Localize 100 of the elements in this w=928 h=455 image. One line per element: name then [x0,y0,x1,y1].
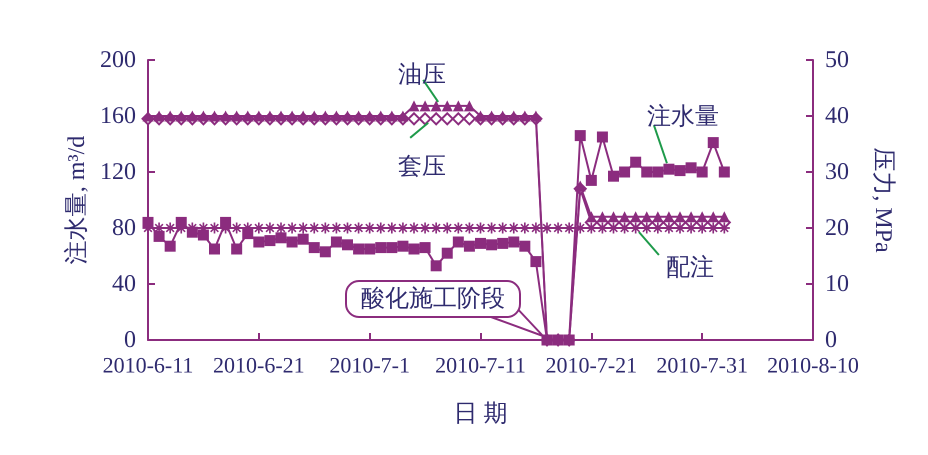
point [630,156,642,168]
point [586,174,597,186]
point [663,211,674,222]
point [397,240,408,252]
x-tick-label: 2010-8-10 [767,352,859,378]
point [708,211,719,222]
point [486,239,498,250]
point [320,246,331,258]
point [231,110,242,122]
point [308,242,320,254]
y-tick-label: 200 [100,47,136,73]
point [286,236,298,248]
point [686,211,697,222]
point [440,112,454,126]
point [663,164,674,175]
point [364,244,376,254]
series-label: 套压 [398,154,446,180]
y-tick-label: 40 [112,271,136,297]
point [542,222,552,234]
y2-tick-label: 20 [825,215,849,241]
point [418,112,432,126]
y2-tick-label: 0 [825,327,837,353]
point [186,226,198,238]
point [530,110,542,122]
point [586,211,597,222]
point [430,100,442,112]
point [264,235,276,246]
y-tick-label: 80 [112,215,136,241]
annotation: 酸化施工阶段 [345,280,521,318]
point [608,170,619,182]
point [264,110,276,122]
point [442,100,453,112]
point [397,110,408,122]
point [320,110,331,122]
x-tick-label: 2010-7-31 [656,352,748,378]
y-tick-label: 160 [100,103,136,129]
point [696,166,708,178]
point [375,110,386,122]
point [276,232,286,244]
point [142,216,154,228]
point [220,216,232,228]
point [364,110,376,122]
point [298,110,309,122]
point [164,110,176,122]
point [497,110,508,122]
point [674,165,686,176]
point [519,240,530,252]
point [408,244,420,254]
series-label: 注水量 [646,104,719,130]
point [475,238,486,249]
point [486,110,498,122]
point [242,110,254,122]
point [408,100,420,112]
point [420,100,431,112]
point [718,166,730,178]
point [718,211,730,222]
point [686,162,697,174]
point [508,236,520,248]
point [176,216,187,228]
point [475,222,486,234]
point [641,166,652,178]
point [508,110,520,122]
point [231,244,242,254]
point [641,211,652,222]
x-tick-label: 2010-6-11 [102,352,194,378]
x-tick-label: 2010-6-21 [213,352,305,378]
series-label: 配注 [666,255,714,281]
point [308,110,320,122]
point [630,211,642,222]
point [276,110,286,122]
point [220,110,232,122]
point [462,112,476,126]
point [298,234,309,245]
point [198,110,209,122]
x-axis-title: 日 期 [454,401,508,427]
point [652,166,664,178]
point [574,130,586,142]
point [276,222,286,234]
point [430,112,443,126]
point [464,100,475,112]
point [154,110,165,122]
y2-tick-label: 30 [825,159,849,185]
point [386,110,398,122]
point [242,228,254,240]
y2-tick-label: 40 [825,103,849,129]
point [164,240,176,252]
point [619,211,630,222]
y2-tick-label: 10 [825,271,849,297]
y-tick-label: 0 [124,327,136,353]
point [608,211,619,222]
point [652,211,664,222]
x-tick-label: 2010-7-21 [546,352,638,378]
y2-axis-title: 压力, MPa [870,147,896,254]
point [596,132,608,142]
point [253,110,264,122]
x-tick-label: 2010-7-1 [329,352,410,378]
point [154,230,165,242]
point [176,110,187,122]
point [209,222,220,234]
point [342,239,353,250]
